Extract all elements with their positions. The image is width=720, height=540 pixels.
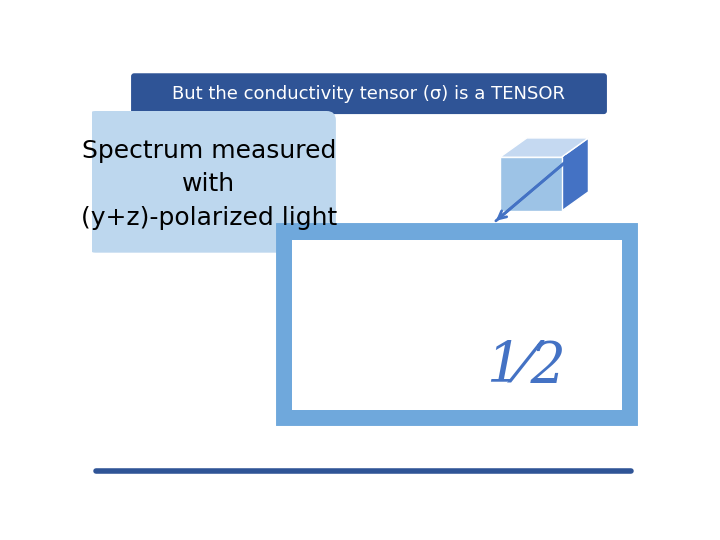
FancyBboxPatch shape <box>283 231 631 419</box>
Text: But the conductivity tensor (σ) is a TENSOR: But the conductivity tensor (σ) is a TEN… <box>173 85 565 103</box>
Polygon shape <box>500 157 562 211</box>
Polygon shape <box>562 138 588 211</box>
FancyBboxPatch shape <box>131 73 607 114</box>
Text: 1⁄2: 1⁄2 <box>487 339 566 394</box>
FancyBboxPatch shape <box>86 111 336 253</box>
Text: Spectrum measured
with
(y+z)-polarized light: Spectrum measured with (y+z)-polarized l… <box>81 139 337 230</box>
Polygon shape <box>500 138 588 157</box>
FancyBboxPatch shape <box>292 240 621 410</box>
